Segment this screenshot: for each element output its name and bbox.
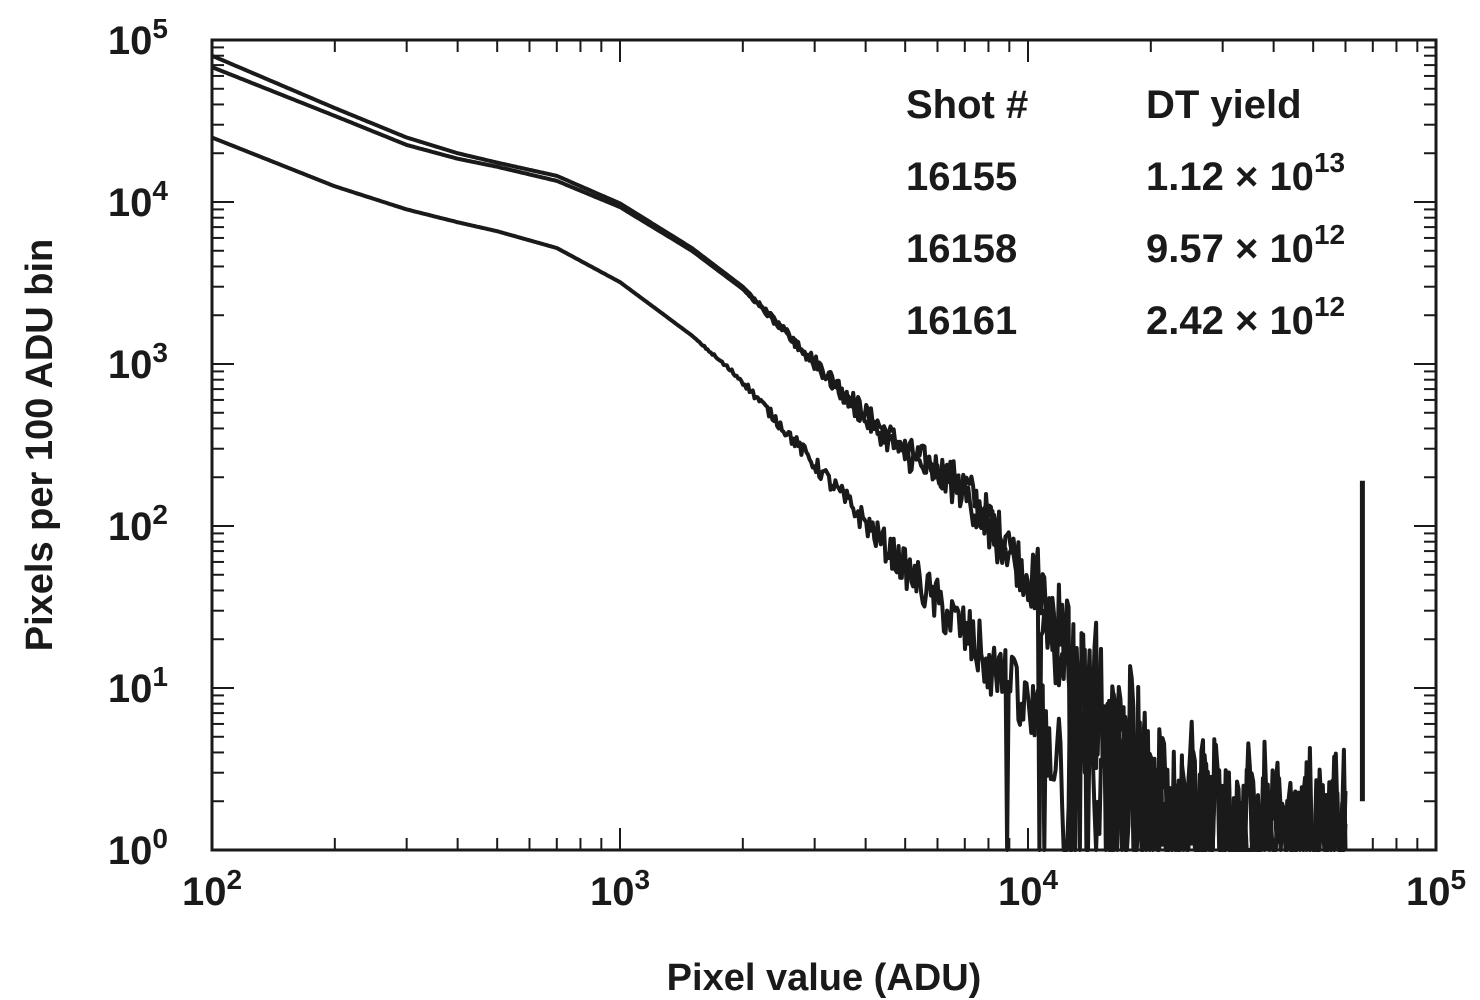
- series-line-3: [211, 135, 1348, 852]
- y-tick-label: 102: [108, 499, 168, 549]
- y-tick-label: 105: [108, 13, 168, 63]
- legend-header-yield: DT yield: [1146, 83, 1302, 127]
- y-tick-label: 103: [108, 337, 168, 387]
- legend-shot-number: 16158: [906, 227, 1017, 271]
- x-tick-label: 102: [182, 864, 242, 914]
- legend-shot-number: 16161: [906, 299, 1017, 343]
- legend-dt-yield: 9.57 × 1012: [1146, 219, 1345, 271]
- axis-ticks: [211, 39, 1437, 851]
- legend-shot-number: 16155: [906, 155, 1017, 199]
- legend-dt-yield: 2.42 × 1012: [1146, 291, 1345, 343]
- y-axis-title: Pixels per 100 ADU bin: [19, 239, 61, 652]
- legend-dt-yield: 1.12 × 1013: [1146, 147, 1345, 199]
- x-tick-label: 104: [998, 864, 1059, 914]
- y-tick-label: 101: [108, 661, 168, 711]
- y-tick-label: 100: [108, 823, 168, 873]
- x-tick-label: 103: [590, 864, 650, 914]
- legend-header-shot: Shot #: [906, 83, 1028, 127]
- x-axis-title: Pixel value (ADU): [667, 957, 982, 999]
- tick-labels: 102 103 104 105 100 101 102 103 104 105: [108, 13, 1466, 914]
- legend: Shot # DT yield 16155 1.12 × 1013 16158 9.5…: [906, 83, 1345, 343]
- y-tick-label: 104: [108, 175, 169, 225]
- plot-frame: [210, 38, 1438, 852]
- x-tick-label: 105: [1406, 864, 1466, 914]
- plot-series: [211, 53, 1365, 852]
